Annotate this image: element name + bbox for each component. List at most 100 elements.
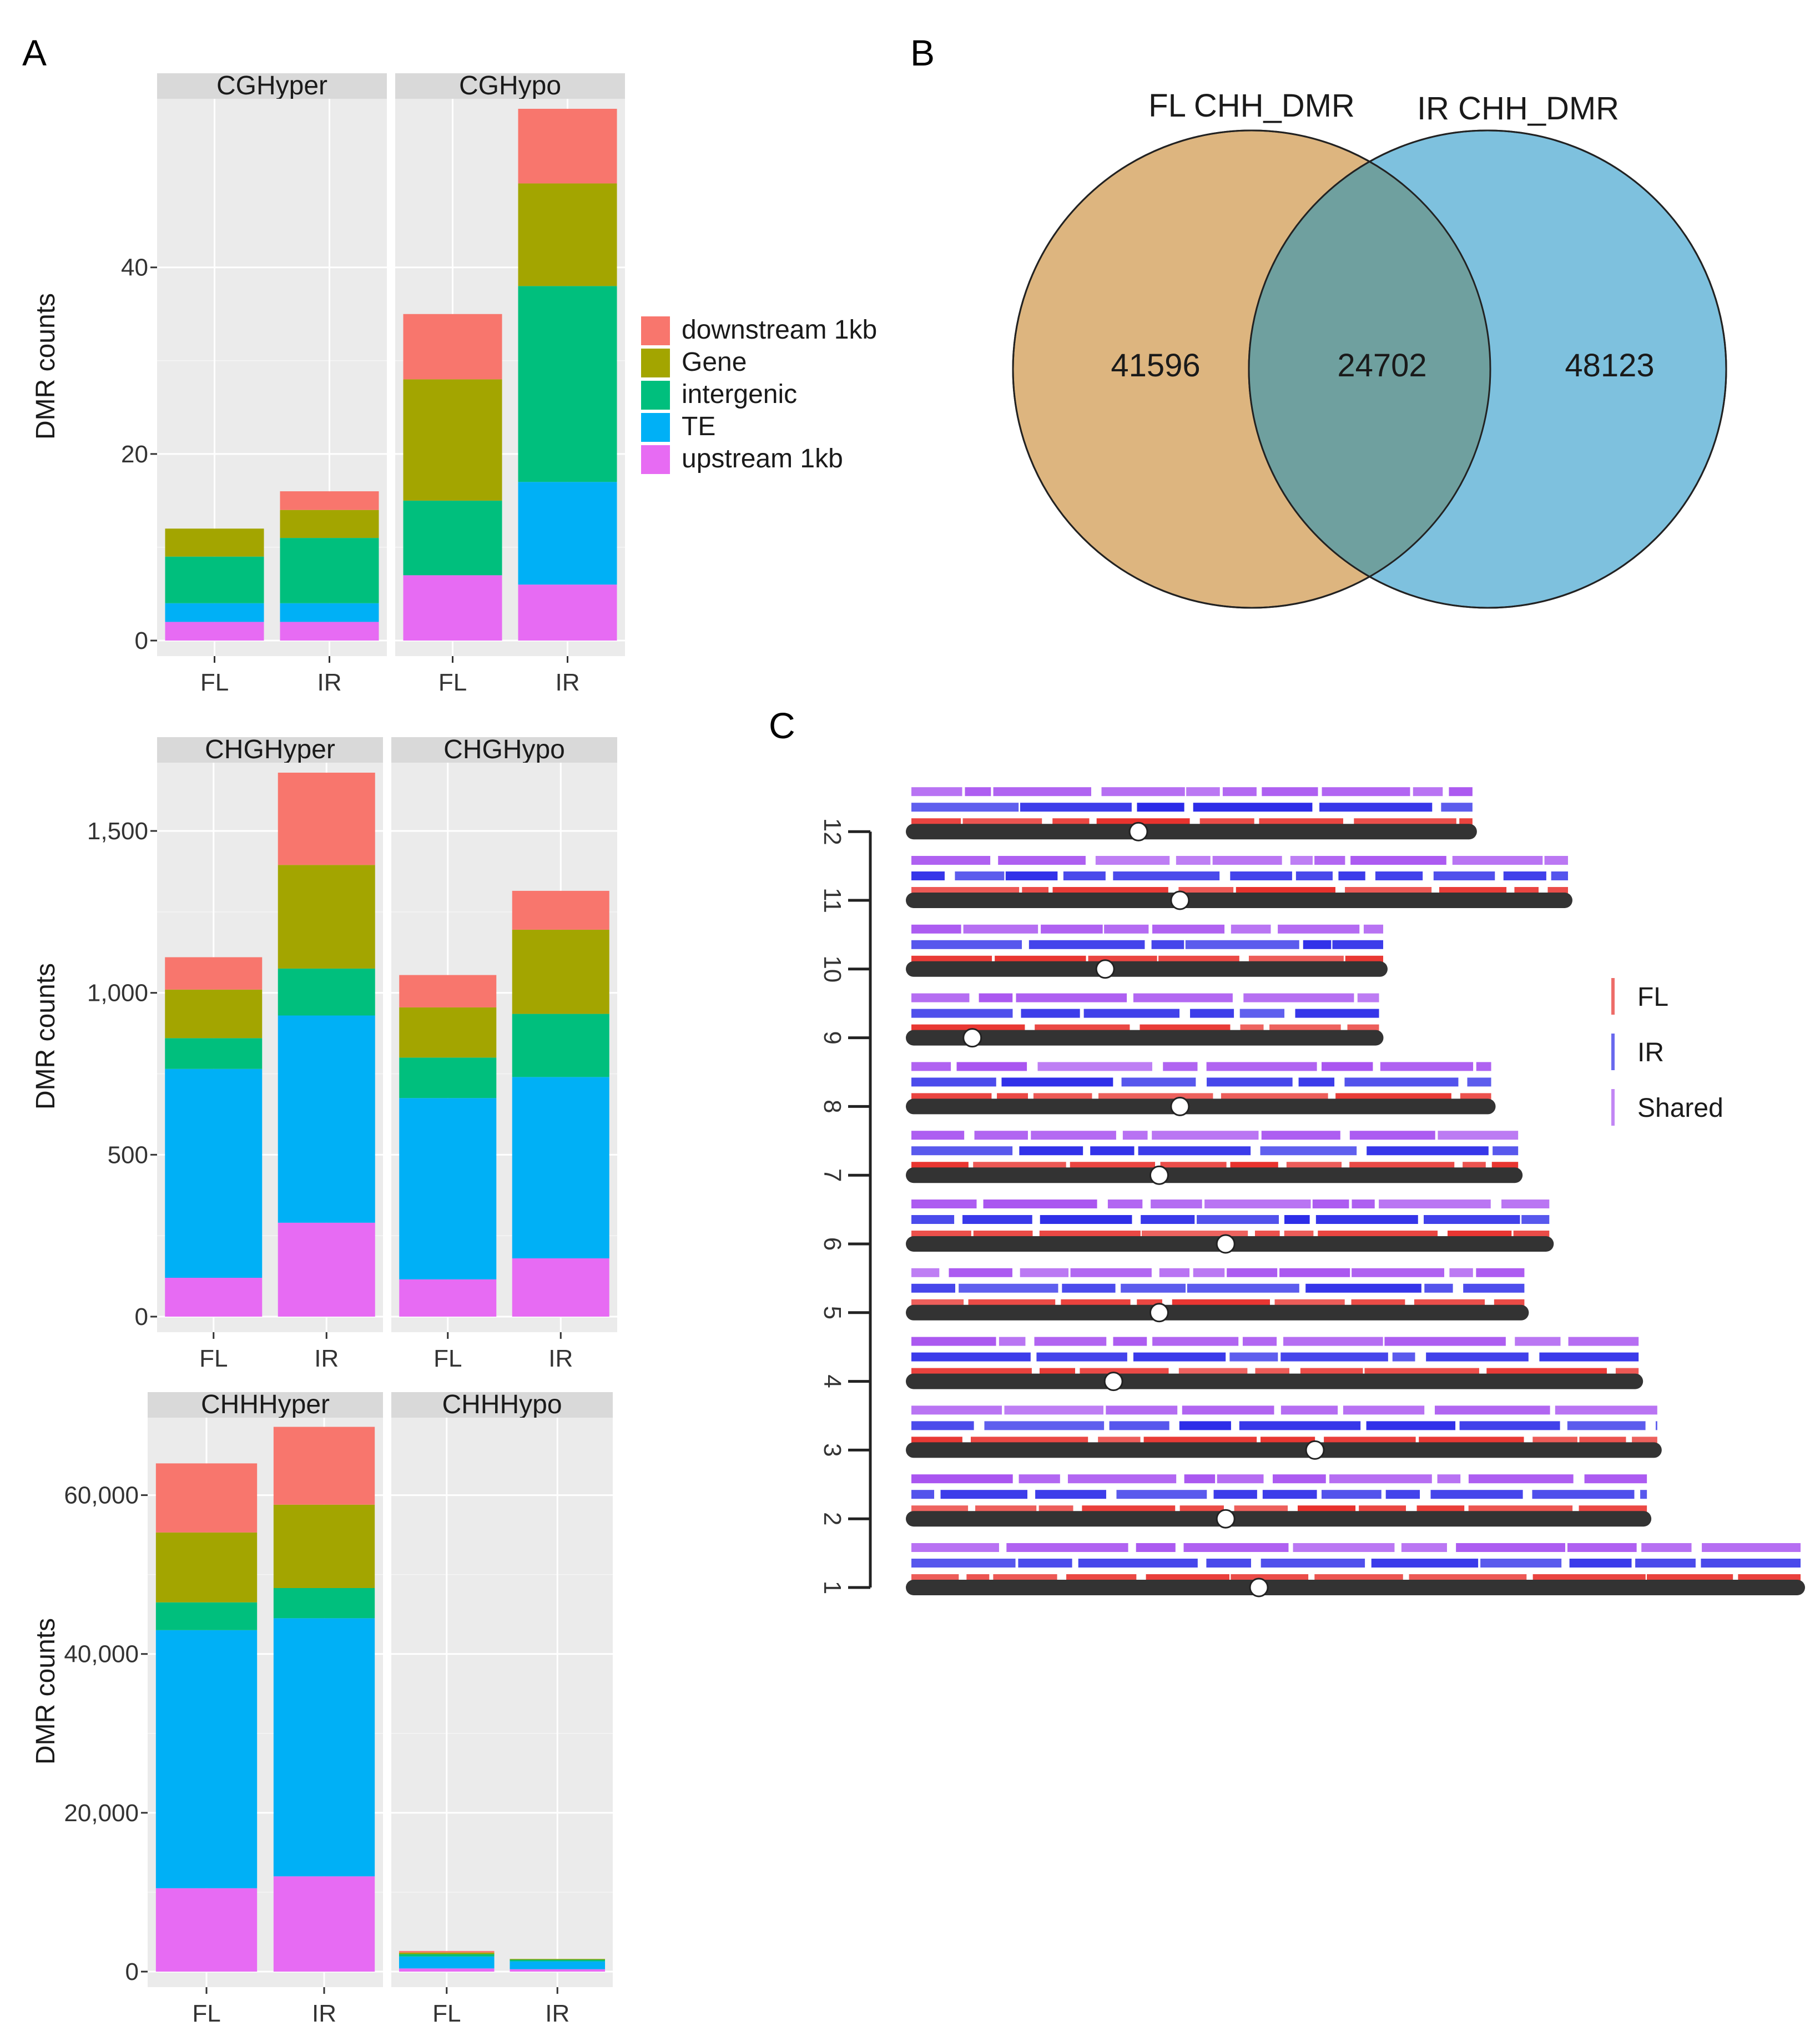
dmr-segment xyxy=(1159,1268,1190,1277)
x-tick-label-ir: IR xyxy=(312,2000,336,2027)
dmr-segment xyxy=(1401,1543,1447,1552)
dmr-segment xyxy=(1136,1543,1176,1552)
dmr-segment xyxy=(1121,1283,1186,1293)
y-tick-label: 1,000 xyxy=(87,980,148,1007)
venn-title-fl: FL CHH_DMR xyxy=(1148,88,1355,124)
chromosome-bar-4 xyxy=(906,1373,1643,1389)
dmr-segment xyxy=(1133,993,1233,1002)
centromere-5 xyxy=(1149,1303,1169,1323)
dmr-segment xyxy=(1262,787,1318,797)
bar-chhhypo-fl-gene xyxy=(399,1952,495,1954)
bar-chghyper-fl-upstream-1kb xyxy=(165,1278,263,1317)
dmr-segment xyxy=(1384,1337,1506,1346)
bar-chghypo-fl-gene xyxy=(399,1007,497,1058)
facet-strip-chghypo xyxy=(391,737,617,763)
chromosome-label-9: 9 xyxy=(819,1031,846,1044)
dmr-segment xyxy=(1459,1421,1560,1430)
dmr-segment xyxy=(1278,924,1360,934)
dmr-segment xyxy=(911,803,1019,812)
legend-swatch-intergenic xyxy=(641,381,670,410)
bar-cghyper-fl-intergenic xyxy=(165,556,264,603)
bar-chghyper-ir-intergenic xyxy=(278,968,375,1016)
dmr-segment xyxy=(1121,1077,1196,1087)
chromosome-bar-10 xyxy=(906,961,1388,977)
dmr-segment xyxy=(1555,1405,1657,1415)
bar-chghyper-fl-gene xyxy=(165,989,263,1039)
y-axis-label: DMR counts xyxy=(31,1618,61,1765)
centromere-6 xyxy=(1216,1234,1236,1254)
track-ir-chr10 xyxy=(911,940,1383,949)
dmr-segment xyxy=(1293,1543,1395,1552)
dmr-segment xyxy=(1133,1352,1226,1362)
dmr-segment xyxy=(1702,1543,1801,1552)
dmr-segment xyxy=(1116,1490,1207,1499)
bar-chghypo-ir-downstream-1kb xyxy=(512,890,609,930)
chromosome-bar-11 xyxy=(906,893,1572,908)
chromosome-label-7: 7 xyxy=(819,1168,846,1182)
dmr-segment xyxy=(1070,1268,1152,1277)
dmr-segment xyxy=(984,1421,1105,1430)
facet-strip-chghyper xyxy=(157,737,383,763)
chromosome-2: 2 xyxy=(819,1474,1652,1529)
legend-label-downstream-1kb: downstream 1kb xyxy=(682,315,877,345)
dmr-segment xyxy=(1467,1077,1491,1087)
dmr-segment xyxy=(1367,1146,1489,1156)
dmr-segment xyxy=(1185,940,1299,949)
y-tick-label: 40,000 xyxy=(64,1641,139,1668)
dmr-segment xyxy=(911,1146,1013,1156)
dmr-segment xyxy=(1380,1062,1474,1071)
dmr-segment xyxy=(998,856,1086,865)
centromere-8 xyxy=(1170,1096,1190,1116)
bar-chhhypo-fl-upstream-1kb xyxy=(399,1968,495,1972)
x-tick-label-ir: IR xyxy=(548,1345,573,1372)
dmr-segment xyxy=(1186,787,1220,797)
venn-count-ir-only: 48123 xyxy=(1565,347,1654,384)
legend-swatch-downstream-1kb xyxy=(641,316,670,345)
facet-panel-bg xyxy=(391,1418,613,1987)
dmr-segment xyxy=(965,787,991,797)
dmr-segment xyxy=(1352,1200,1375,1208)
dmr-segment xyxy=(911,1268,940,1277)
dmr-segment xyxy=(911,1490,935,1499)
dmr-segment xyxy=(1005,871,1058,880)
dmr-segment xyxy=(1584,1474,1647,1484)
track-shared-chr7 xyxy=(911,1131,1519,1140)
dmr-segment xyxy=(1476,1268,1525,1277)
bar-chhhypo-fl-te xyxy=(399,1956,495,1969)
dmr-segment xyxy=(1569,1559,1632,1568)
dmr-segment xyxy=(1104,924,1149,934)
dmr-segment xyxy=(1567,1543,1637,1552)
bar-chghypo-ir-te xyxy=(512,1077,609,1258)
dmr-segment xyxy=(1222,787,1257,797)
dmr-segment xyxy=(1332,940,1383,949)
dmr-segment xyxy=(1184,1474,1216,1484)
dmr-segment xyxy=(1179,1421,1231,1430)
dmr-segment xyxy=(1568,1337,1639,1346)
dmr-segment xyxy=(1035,1490,1106,1499)
y-tick-label: 0 xyxy=(135,627,148,654)
chromosome-bar-12 xyxy=(906,824,1477,840)
dmr-segment xyxy=(1261,1131,1340,1140)
bar-chghypo-ir-intergenic xyxy=(512,1014,609,1077)
dmr-segment xyxy=(956,1062,1027,1071)
dmr-segment xyxy=(1242,1337,1277,1346)
dmr-segment xyxy=(1006,1543,1128,1552)
chromosome-5: 5 xyxy=(819,1268,1529,1323)
dmr-segment xyxy=(911,1474,1013,1484)
dmr-segment xyxy=(1001,1077,1113,1087)
facet-strip-cghypo xyxy=(395,73,625,99)
chromosome-label-6: 6 xyxy=(819,1237,846,1251)
bar-cghypo-fl-downstream-1kb xyxy=(403,314,502,380)
dmr-segment xyxy=(1567,1421,1646,1430)
dmr-segment xyxy=(1305,1283,1421,1293)
dmr-segment xyxy=(1262,1490,1317,1499)
bar-chhhyper-ir-te xyxy=(273,1618,375,1877)
chromosome-label-12: 12 xyxy=(819,818,846,845)
dmr-segment xyxy=(1083,1009,1180,1018)
facet-title-chghyper: CHGHyper xyxy=(205,735,335,764)
track-shared-chr8 xyxy=(911,1062,1491,1071)
chromosome-label-5: 5 xyxy=(819,1306,846,1319)
dmr-segment xyxy=(959,1283,1058,1293)
dmr-segment xyxy=(1062,1283,1116,1293)
